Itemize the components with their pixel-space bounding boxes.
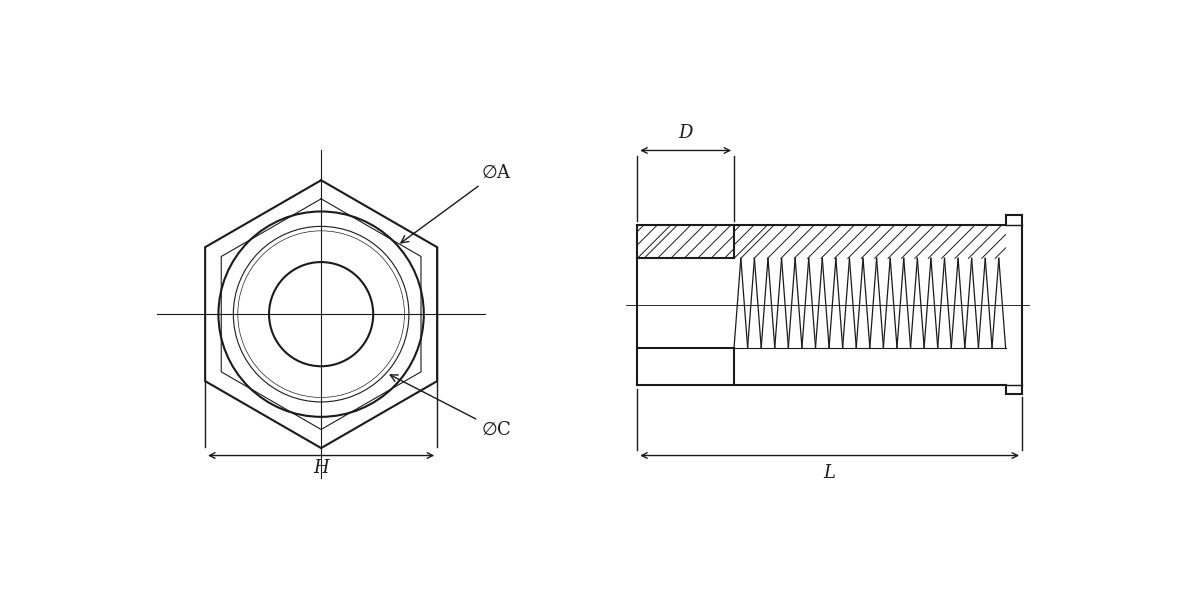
Text: $\varnothing$A: $\varnothing$A <box>401 164 512 243</box>
Text: H: H <box>313 459 329 477</box>
Text: D: D <box>678 124 692 142</box>
Text: L: L <box>823 464 835 482</box>
Text: $\varnothing$C: $\varnothing$C <box>390 375 511 439</box>
